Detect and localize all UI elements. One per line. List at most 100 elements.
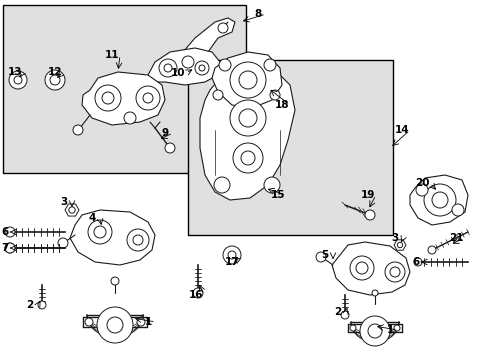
Circle shape	[163, 64, 172, 72]
Circle shape	[241, 151, 254, 165]
Circle shape	[94, 226, 106, 238]
Circle shape	[223, 246, 241, 264]
Circle shape	[159, 59, 177, 77]
Circle shape	[423, 184, 455, 216]
Circle shape	[195, 61, 208, 75]
Circle shape	[97, 307, 133, 343]
Polygon shape	[70, 210, 155, 265]
Text: 12: 12	[48, 67, 62, 77]
Circle shape	[73, 125, 83, 135]
Bar	[187, 60, 392, 235]
Circle shape	[384, 262, 404, 282]
Circle shape	[239, 109, 257, 127]
Text: 15: 15	[270, 190, 285, 200]
Text: 6: 6	[411, 257, 419, 267]
Polygon shape	[175, 18, 235, 70]
Circle shape	[50, 75, 60, 85]
Circle shape	[193, 288, 203, 298]
Circle shape	[218, 23, 227, 33]
Circle shape	[182, 56, 194, 68]
Text: 11: 11	[104, 50, 119, 60]
Text: 5: 5	[321, 250, 328, 260]
Circle shape	[364, 210, 374, 220]
Polygon shape	[148, 48, 220, 85]
Circle shape	[349, 256, 373, 280]
Circle shape	[389, 267, 399, 277]
Text: 3: 3	[390, 233, 398, 243]
Circle shape	[359, 316, 389, 346]
Circle shape	[264, 177, 280, 193]
Circle shape	[413, 258, 421, 266]
Circle shape	[85, 318, 93, 326]
Text: 18: 18	[274, 100, 289, 110]
Circle shape	[45, 70, 65, 90]
Circle shape	[396, 242, 402, 248]
Circle shape	[14, 76, 22, 84]
Circle shape	[427, 246, 435, 254]
Text: 3: 3	[60, 197, 67, 207]
Polygon shape	[393, 240, 405, 250]
Circle shape	[239, 71, 257, 89]
Circle shape	[219, 59, 230, 71]
Circle shape	[5, 243, 15, 253]
Polygon shape	[65, 204, 79, 216]
Circle shape	[111, 277, 119, 285]
Circle shape	[451, 204, 463, 216]
Text: 2: 2	[26, 300, 34, 310]
Circle shape	[393, 325, 399, 331]
Text: 7: 7	[1, 243, 9, 253]
Circle shape	[355, 262, 367, 274]
Circle shape	[415, 184, 427, 196]
Text: 2: 2	[334, 307, 341, 317]
Circle shape	[164, 143, 175, 153]
Circle shape	[269, 90, 280, 100]
Circle shape	[367, 324, 381, 338]
Circle shape	[431, 192, 447, 208]
Text: 16: 16	[188, 290, 203, 300]
Circle shape	[199, 65, 204, 71]
Circle shape	[38, 301, 46, 309]
Text: 14: 14	[394, 125, 408, 135]
Circle shape	[137, 318, 145, 326]
Text: 9: 9	[161, 128, 168, 138]
Circle shape	[133, 235, 142, 245]
Text: 19: 19	[360, 190, 374, 200]
Circle shape	[9, 71, 27, 89]
Text: 6: 6	[1, 227, 9, 237]
Circle shape	[95, 85, 121, 111]
Polygon shape	[331, 242, 409, 295]
Circle shape	[349, 325, 355, 331]
Circle shape	[124, 112, 136, 124]
Text: 1: 1	[386, 325, 393, 335]
Circle shape	[229, 100, 265, 136]
Text: 8: 8	[254, 9, 261, 19]
Bar	[3, 5, 245, 173]
Text: 21: 21	[448, 233, 462, 243]
Circle shape	[69, 207, 75, 213]
Circle shape	[213, 90, 223, 100]
Circle shape	[264, 59, 275, 71]
Text: 13: 13	[8, 67, 22, 77]
Circle shape	[371, 290, 377, 296]
Circle shape	[315, 252, 325, 262]
Text: 1: 1	[144, 317, 151, 327]
Polygon shape	[82, 72, 164, 125]
Circle shape	[142, 93, 153, 103]
Circle shape	[127, 229, 149, 251]
Polygon shape	[409, 175, 467, 225]
Circle shape	[214, 177, 229, 193]
Polygon shape	[212, 52, 282, 108]
Text: 17: 17	[224, 257, 239, 267]
Circle shape	[232, 143, 263, 173]
Text: 4: 4	[88, 213, 96, 223]
Circle shape	[5, 227, 15, 237]
Text: 20: 20	[414, 178, 428, 188]
Text: 10: 10	[170, 68, 185, 78]
Circle shape	[88, 220, 112, 244]
Circle shape	[136, 86, 160, 110]
Circle shape	[229, 62, 265, 98]
Circle shape	[102, 92, 114, 104]
Circle shape	[227, 251, 236, 259]
Circle shape	[5, 243, 15, 253]
Polygon shape	[200, 65, 294, 200]
